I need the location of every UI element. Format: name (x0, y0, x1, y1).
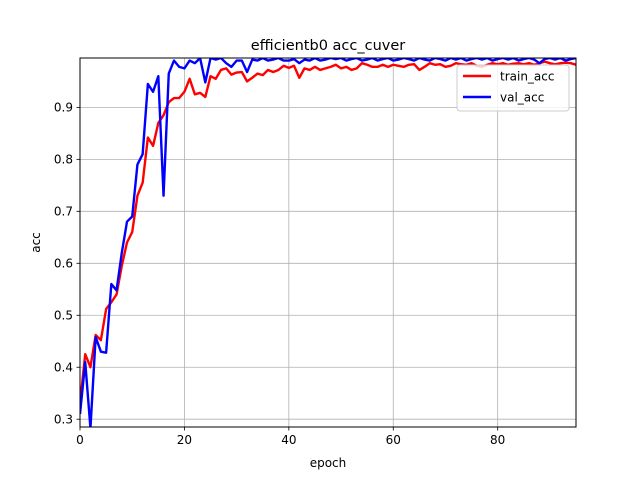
x-tick-label: 20 (177, 433, 192, 447)
y-axis-label: acc (29, 232, 43, 253)
y-tick-label: 0.3 (54, 413, 73, 427)
legend-label-train-acc: train_acc (500, 69, 554, 83)
legend: train_acc val_acc (456, 64, 570, 112)
plot-frame (79, 57, 577, 428)
series-line-val-acc (80, 58, 576, 427)
y-tick-label: 0.9 (54, 101, 73, 115)
y-axis: 0.3 0.4 0.5 0.6 0.7 0.8 0.9 (54, 101, 80, 427)
x-tick-label: 80 (490, 433, 505, 447)
x-axis: 0 20 40 60 80 (76, 427, 505, 447)
y-tick-label: 0.8 (54, 153, 73, 167)
y-tick-label: 0.7 (54, 205, 73, 219)
y-tick-label: 0.5 (54, 309, 73, 323)
x-tick-label: 60 (386, 433, 401, 447)
x-tick-label: 40 (281, 433, 296, 447)
x-axis-label: epoch (310, 456, 347, 470)
chart-title: efficientb0 acc_cuver (251, 38, 406, 54)
y-tick-label: 0.4 (54, 361, 73, 375)
grid (79, 58, 576, 427)
legend-label-val-acc: val_acc (500, 90, 544, 104)
x-tick-label: 0 (76, 433, 84, 447)
plot-area (80, 58, 576, 427)
series-line-train-acc (80, 60, 576, 404)
y-tick-label: 0.6 (54, 257, 73, 271)
